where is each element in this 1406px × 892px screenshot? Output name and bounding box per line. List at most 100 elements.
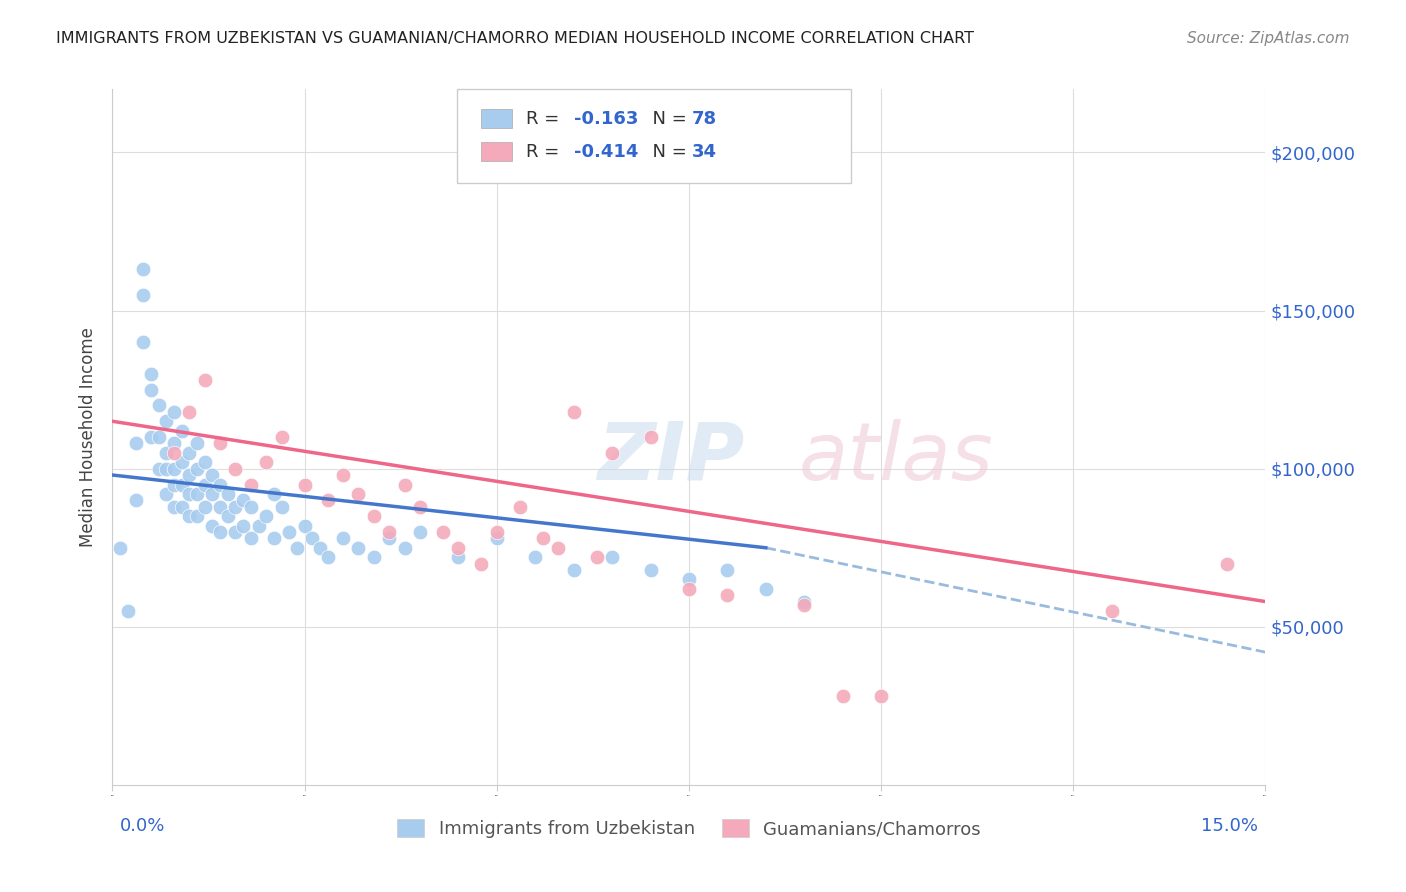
Point (547, 541, 569, 555)
Point (201, 487, 224, 501)
Point (170, 455, 193, 469)
Point (132, 287, 155, 301)
Point (179, 405, 201, 419)
Point (224, 461, 246, 475)
Point (163, 477, 186, 491)
Point (793, 598, 815, 612)
Point (186, 461, 208, 475)
Point (239, 531, 262, 545)
Point (332, 531, 354, 545)
Point (1216, 557, 1239, 571)
Point (155, 461, 177, 475)
Point (194, 373, 217, 387)
Point (179, 509, 201, 524)
Point (155, 487, 177, 501)
Point (509, 500, 531, 514)
Text: Source: ZipAtlas.com: Source: ZipAtlas.com (1187, 31, 1350, 46)
Point (124, 493, 146, 508)
Point (194, 500, 217, 514)
Point (232, 493, 254, 508)
Point (409, 524, 432, 539)
Point (793, 594, 815, 608)
Point (316, 550, 339, 565)
Text: ZIP: ZIP (596, 419, 744, 497)
Point (209, 436, 232, 450)
Point (209, 477, 232, 491)
Point (447, 550, 470, 565)
Point (217, 487, 239, 501)
Point (224, 524, 246, 539)
Text: N =: N = (641, 110, 693, 128)
Point (108, 541, 131, 555)
Point (485, 531, 508, 545)
Point (301, 531, 323, 545)
Text: 34: 34 (692, 143, 717, 161)
Point (139, 367, 162, 381)
Point (155, 446, 177, 460)
Point (209, 524, 232, 539)
Point (132, 335, 155, 350)
Text: R =: R = (526, 110, 565, 128)
Point (870, 690, 893, 704)
Point (179, 487, 201, 501)
Point (217, 509, 239, 524)
Text: 78: 78 (692, 110, 717, 128)
Point (378, 531, 401, 545)
Point (148, 399, 170, 413)
Point (239, 477, 262, 491)
Point (394, 541, 416, 555)
Point (270, 430, 292, 444)
Point (170, 477, 193, 491)
Point (1101, 604, 1123, 618)
Point (201, 518, 224, 533)
Point (600, 446, 623, 460)
Point (186, 487, 208, 501)
Point (470, 557, 492, 571)
Text: R =: R = (526, 143, 565, 161)
Point (254, 509, 277, 524)
Point (163, 446, 186, 460)
Point (447, 541, 470, 555)
Point (179, 446, 201, 460)
Point (194, 455, 217, 469)
Point (132, 262, 155, 277)
Point (600, 550, 623, 565)
Point (678, 582, 700, 596)
Point (148, 461, 170, 475)
Text: 0.0%: 0.0% (120, 817, 165, 835)
Point (201, 468, 224, 483)
Point (309, 541, 332, 555)
Point (485, 524, 508, 539)
Point (247, 518, 270, 533)
Point (678, 573, 700, 587)
Point (640, 430, 662, 444)
Text: -0.414: -0.414 (574, 143, 638, 161)
Point (263, 531, 285, 545)
Point (124, 436, 146, 450)
Point (294, 477, 316, 491)
Point (278, 524, 301, 539)
Point (285, 541, 308, 555)
Point (263, 487, 285, 501)
Point (163, 461, 186, 475)
Point (409, 500, 432, 514)
Point (294, 518, 316, 533)
Point (117, 604, 139, 618)
Point (716, 563, 738, 577)
Legend: Immigrants from Uzbekistan, Guamanians/Chamorros: Immigrants from Uzbekistan, Guamanians/C… (389, 812, 988, 846)
Point (378, 524, 401, 539)
Point (139, 430, 162, 444)
Text: 15.0%: 15.0% (1201, 817, 1258, 835)
Point (170, 500, 193, 514)
Point (755, 582, 778, 596)
Point (531, 531, 554, 545)
Text: N =: N = (641, 143, 693, 161)
Point (347, 487, 370, 501)
Point (163, 436, 186, 450)
Point (139, 383, 162, 397)
Point (347, 541, 370, 555)
Point (363, 550, 385, 565)
Point (239, 500, 262, 514)
Point (716, 588, 738, 602)
Y-axis label: Median Household Income: Median Household Income (79, 327, 97, 547)
